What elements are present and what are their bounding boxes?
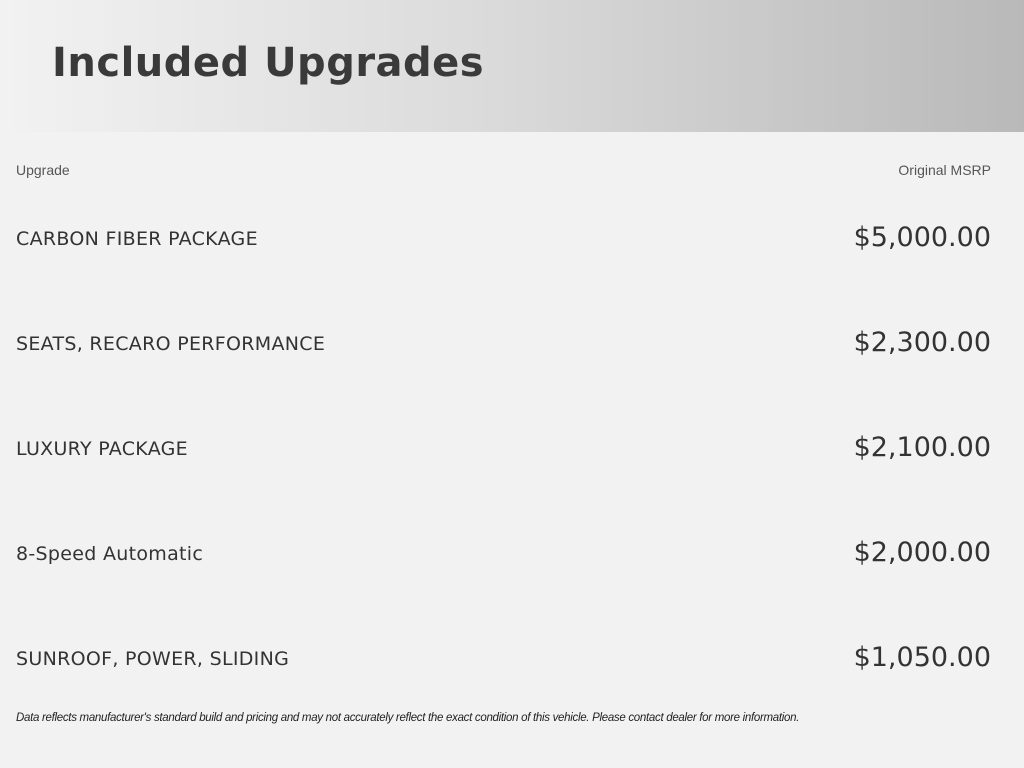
upgrade-msrp: $2,100.00 — [853, 432, 991, 463]
table-row: SEATS, RECARO PERFORMANCE $2,300.00 — [16, 323, 991, 363]
upgrade-name: 8-Speed Automatic — [16, 543, 204, 565]
upgrade-msrp: $2,300.00 — [853, 327, 991, 358]
upgrade-name: SUNROOF, POWER, SLIDING — [16, 648, 290, 670]
upgrade-name: SEATS, RECARO PERFORMANCE — [16, 333, 326, 355]
upgrade-msrp: $5,000.00 — [853, 222, 991, 253]
disclaimer-text: Data reflects manufacturer's standard bu… — [16, 712, 800, 724]
table-row: 8-Speed Automatic $2,000.00 — [16, 533, 991, 573]
page-title: Included Upgrades — [52, 40, 485, 86]
table-row: SUNROOF, POWER, SLIDING $1,050.00 — [16, 638, 991, 678]
upgrade-msrp: $2,000.00 — [853, 537, 991, 568]
table-row: LUXURY PACKAGE $2,100.00 — [16, 428, 991, 468]
column-header-upgrade: Upgrade — [16, 162, 70, 178]
upgrade-name: LUXURY PACKAGE — [16, 438, 188, 460]
upgrade-name: CARBON FIBER PACKAGE — [16, 228, 258, 250]
upgrade-msrp: $1,050.00 — [853, 642, 991, 673]
header-banner: Included Upgrades — [0, 0, 1024, 132]
column-header-msrp: Original MSRP — [898, 162, 991, 178]
table-row: CARBON FIBER PACKAGE $5,000.00 — [16, 218, 991, 258]
